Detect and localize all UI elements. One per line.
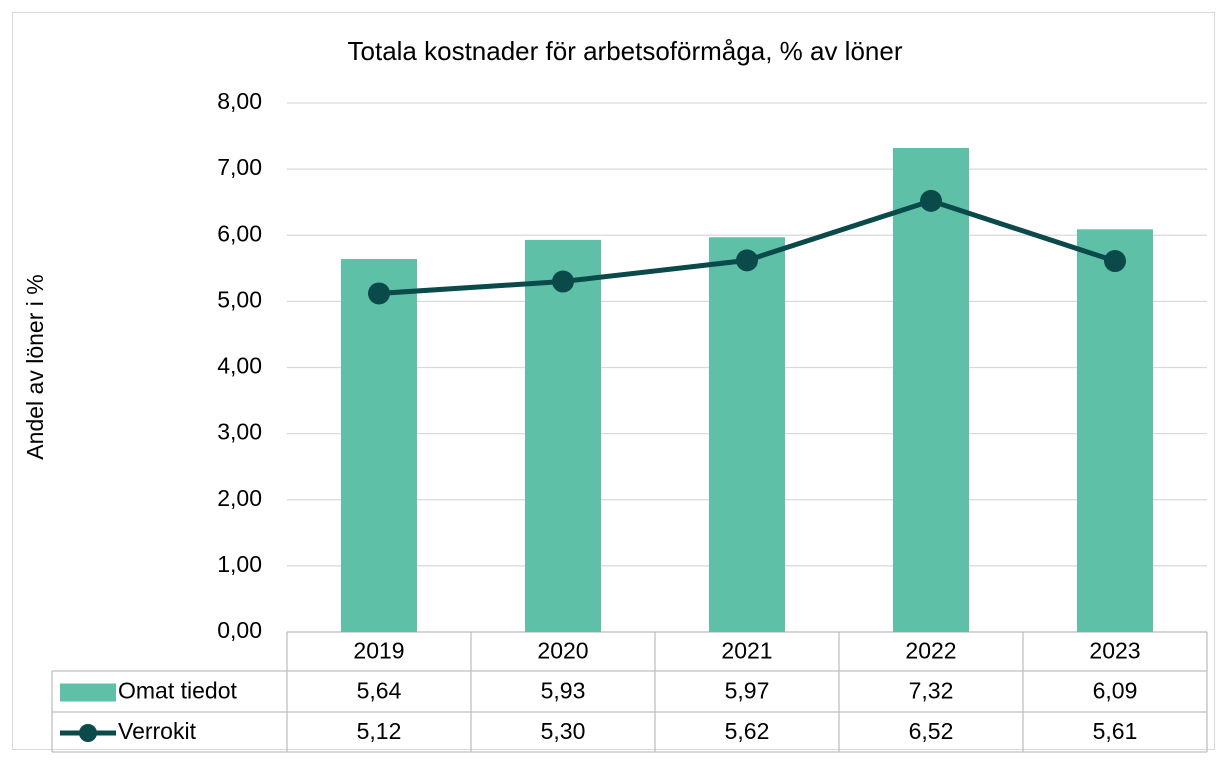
- y-tick-label: 6,00: [217, 220, 262, 246]
- table-value: 5,62: [725, 718, 770, 744]
- table-value: 5,30: [541, 718, 586, 744]
- line-marker: [920, 189, 942, 212]
- legend-label: Verrokit: [118, 718, 197, 744]
- y-axis-label: Andel av löner i %: [22, 274, 48, 459]
- y-tick-label: 7,00: [217, 154, 262, 180]
- bar: [341, 259, 417, 632]
- y-tick-label: 8,00: [217, 88, 262, 114]
- y-tick-label: 1,00: [217, 551, 262, 577]
- table-value: 5,97: [725, 678, 770, 704]
- table-value: 5,93: [541, 678, 586, 704]
- y-tick-label: 3,00: [217, 419, 262, 445]
- table-value: 7,32: [909, 678, 954, 704]
- x-tick-label: 2019: [353, 638, 404, 664]
- legend-key: [60, 683, 116, 702]
- bar: [709, 237, 785, 632]
- chart-border: [12, 12, 1215, 750]
- x-tick-label: 2021: [721, 638, 772, 664]
- line-marker: [1104, 250, 1126, 273]
- line-marker: [552, 270, 574, 293]
- table-value: 5,61: [1093, 718, 1138, 744]
- x-tick-label: 2022: [905, 638, 956, 664]
- bar: [893, 147, 969, 632]
- y-tick-label: 2,00: [217, 485, 262, 511]
- bar: [1077, 229, 1153, 632]
- line-marker: [736, 249, 758, 272]
- y-tick-label: 5,00: [217, 286, 262, 312]
- legend-key-marker: [79, 724, 97, 742]
- bar: [525, 239, 601, 632]
- table-value: 6,09: [1093, 678, 1138, 704]
- table-value: 5,12: [357, 718, 402, 744]
- line-marker: [368, 282, 390, 305]
- y-tick-label: 4,00: [217, 353, 262, 379]
- x-tick-label: 2023: [1089, 638, 1140, 664]
- chart-title: Totala kostnader för arbetsoförmåga, % a…: [348, 36, 903, 66]
- y-tick-label: 0,00: [217, 617, 262, 643]
- table-value: 6,52: [909, 718, 954, 744]
- x-tick-label: 2020: [537, 638, 588, 664]
- legend-label: Omat tiedot: [118, 678, 237, 704]
- table-value: 5,64: [357, 678, 402, 704]
